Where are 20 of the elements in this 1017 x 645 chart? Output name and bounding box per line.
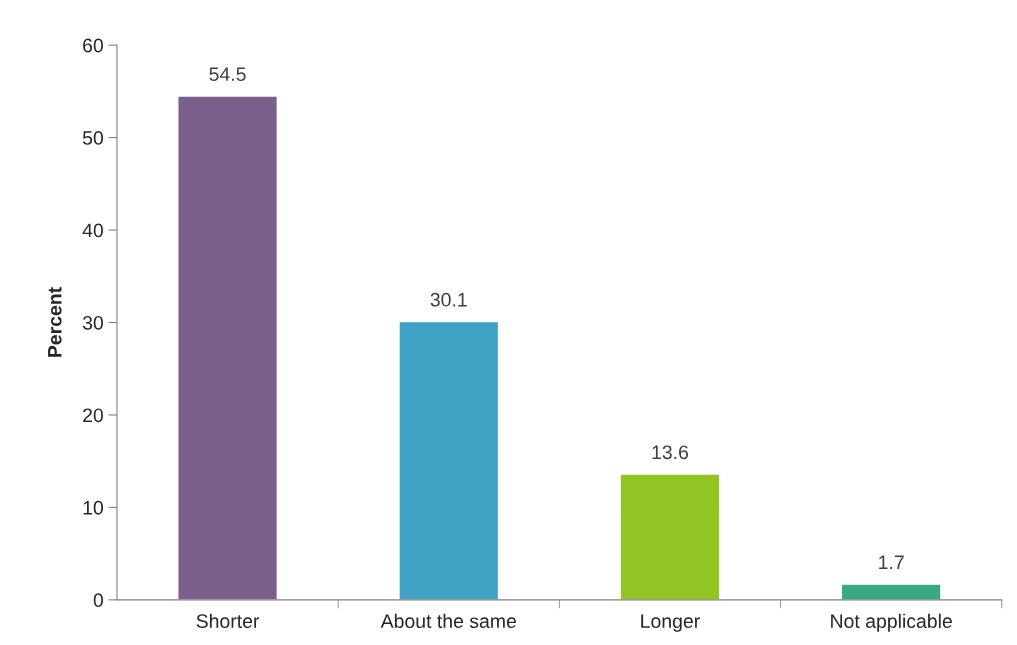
bar <box>840 583 942 600</box>
x-tick-label: Not applicable <box>831 613 952 632</box>
y-axis-title: Percent <box>48 287 62 357</box>
data-label: 54.5 <box>209 67 246 82</box>
bar <box>398 320 500 600</box>
bar <box>177 95 279 600</box>
data-label: 1.7 <box>879 555 904 569</box>
y-tick-label: 40 <box>82 223 103 238</box>
y-tick-label: 20 <box>83 408 103 423</box>
data-label: 13.6 <box>652 445 689 460</box>
x-tick-label: Shorter <box>196 613 260 629</box>
y-tick-label: 0 <box>93 593 103 608</box>
data-label: 30.1 <box>430 292 467 307</box>
x-tick-label: Longer <box>641 614 700 632</box>
y-tick-label: 50 <box>82 131 103 145</box>
y-tick-label: 60 <box>83 38 103 53</box>
x-tick-label: About the same <box>380 613 516 629</box>
y-tick-label: 30 <box>82 315 103 330</box>
y-tick-label: 10 <box>83 500 103 515</box>
bar <box>619 473 721 600</box>
